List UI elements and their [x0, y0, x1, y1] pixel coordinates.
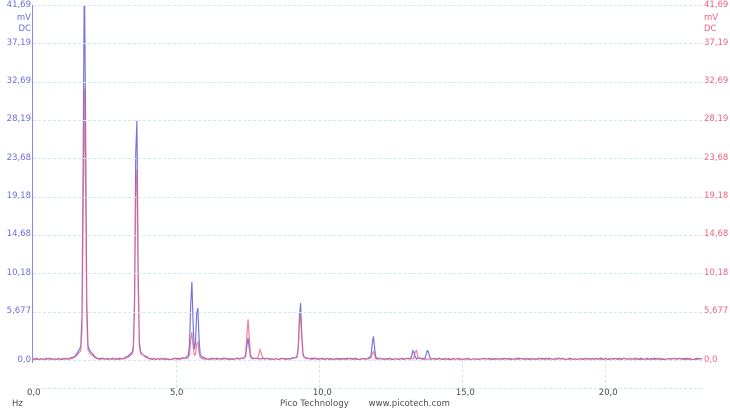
y-axis-left-tick: 19,18 [6, 191, 31, 202]
y-axis-left-line [32, 5, 33, 363]
y-axis-coupling-label: DC [704, 24, 717, 34]
spectrum-trace-channel-a [33, 5, 702, 360]
y-axis-right-tick: 0,0 [704, 354, 718, 365]
y-axis-right-tick: 28,19 [704, 114, 729, 125]
y-axis-right-tick: 37,19 [704, 37, 729, 48]
y-axis-left-tick: 37,19 [6, 37, 31, 48]
y-axis-right-tick: 5,677 [704, 306, 729, 317]
x-axis-tick: 15,0 [455, 388, 475, 398]
x-axis-tick: 5,0 [169, 388, 184, 398]
x-axis-tick: 10,0 [312, 388, 332, 398]
y-axis-left-tick: 10,18 [6, 267, 31, 278]
x-axis-unit-label: Hz [12, 399, 23, 409]
y-axis-left-tick: 0,0 [17, 354, 31, 365]
x-axis-tick: 0,0 [27, 388, 41, 398]
horizontal-gridline [33, 158, 702, 160]
y-axis-left-tick: 5,677 [6, 306, 31, 317]
footer-url: www.picotech.com [368, 399, 451, 409]
footer-company: Pico Technology [279, 399, 349, 409]
y-axis-right-tick: 14,68 [704, 229, 729, 240]
y-axis-left-tick: 41,69 [6, 0, 31, 10]
y-axis-right-tick: 23,68 [704, 152, 729, 163]
horizontal-gridline [33, 5, 702, 6]
y-axis-left-tick: 23,68 [6, 152, 31, 163]
horizontal-gridline [33, 234, 702, 236]
y-axis-left-tick: 14,68 [6, 229, 31, 240]
horizontal-gridline [33, 81, 702, 83]
horizontal-gridline [33, 196, 702, 198]
y-axis-left-tick: 32,69 [6, 76, 31, 87]
y-axis-unit-label: mV [704, 13, 719, 23]
horizontal-gridline [33, 360, 702, 361]
x-axis-baseline-gridline [33, 388, 702, 389]
y-axis-left-tick: 28,19 [6, 114, 31, 125]
y-axis-right-tick: 10,18 [704, 267, 729, 278]
y-axis-right-tick: 41,69 [704, 0, 729, 10]
horizontal-gridline [33, 311, 702, 313]
spectrum-traces [33, 5, 702, 360]
plot-area[interactable] [33, 5, 702, 361]
y-axis-right-tick: 32,69 [704, 76, 729, 87]
y-axis-unit-label: mV [16, 13, 31, 23]
footer-branding: Pico Technology www.picotech.com [0, 399, 730, 409]
y-axis-right-tick: 19,18 [704, 191, 729, 202]
horizontal-gridline [33, 119, 702, 121]
spectrum-trace-channel-b [33, 88, 702, 360]
x-axis-labels: 0,0 5,0 10,0 15,0 20,0 [0, 388, 730, 400]
horizontal-gridline [33, 43, 702, 45]
x-axis-tick: 20,0 [598, 388, 618, 398]
y-axis-right-labels: 41,69 37,19 32,69 28,19 23,68 19,18 14,68 10,18… [704, 0, 730, 411]
horizontal-gridline [33, 273, 702, 275]
y-axis-left-labels: 41,69 37,19 32,69 28,19 23,68 19,18 14,68 10,18… [0, 0, 31, 411]
y-axis-coupling-label: DC [18, 24, 31, 34]
